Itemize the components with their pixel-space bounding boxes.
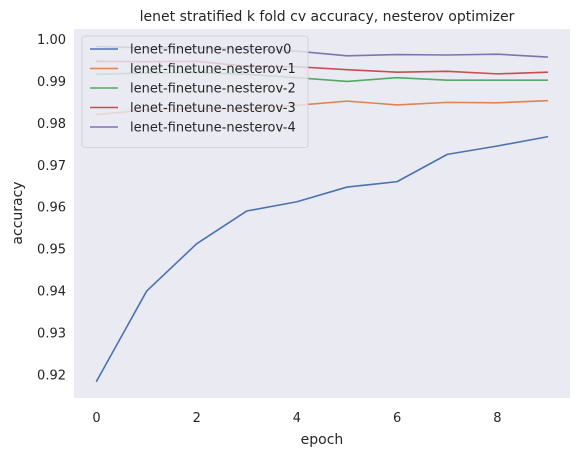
x-tick-label: 4 <box>293 411 301 426</box>
x-axis-label: epoch <box>301 432 344 448</box>
legend-label: lenet-finetune-nesterov-4 <box>130 121 296 136</box>
y-tick-label: 1.00 <box>37 33 66 48</box>
x-tick-label: 8 <box>493 411 501 426</box>
y-tick-label: 0.94 <box>37 285 66 300</box>
y-tick-label: 0.95 <box>37 243 66 258</box>
y-tick-label: 0.92 <box>37 368 66 383</box>
x-tick-label: 2 <box>193 411 201 426</box>
legend-label: lenet-finetune-nesterov0 <box>130 43 291 58</box>
x-tick-label: 0 <box>92 411 100 426</box>
y-tick-label: 0.99 <box>37 75 66 90</box>
y-tick-label: 0.96 <box>37 201 66 216</box>
y-axis-label: accuracy <box>10 181 26 244</box>
y-axis-ticks: 0.92 0.93 0.94 0.95 0.96 0.97 0.98 0.99 1.00 <box>37 33 66 383</box>
x-axis-ticks: 0 2 4 6 8 <box>92 411 501 426</box>
y-tick-label: 0.97 <box>37 159 66 174</box>
legend-box <box>81 35 309 148</box>
y-tick-label: 0.98 <box>37 117 66 132</box>
y-tick-label: 0.93 <box>37 327 66 342</box>
chart-title: lenet stratified k fold cv accuracy, nes… <box>140 9 515 25</box>
legend-label: lenet-finetune-nesterov-2 <box>130 82 296 97</box>
legend-label: lenet-finetune-nesterov-3 <box>130 101 296 116</box>
x-tick-label: 6 <box>393 411 401 426</box>
legend-label: lenet-finetune-nesterov-1 <box>130 62 296 77</box>
series-line-0 <box>95 135 549 383</box>
legend: lenet-finetune-nesterov0 lenet-finetune-n… <box>81 35 309 148</box>
